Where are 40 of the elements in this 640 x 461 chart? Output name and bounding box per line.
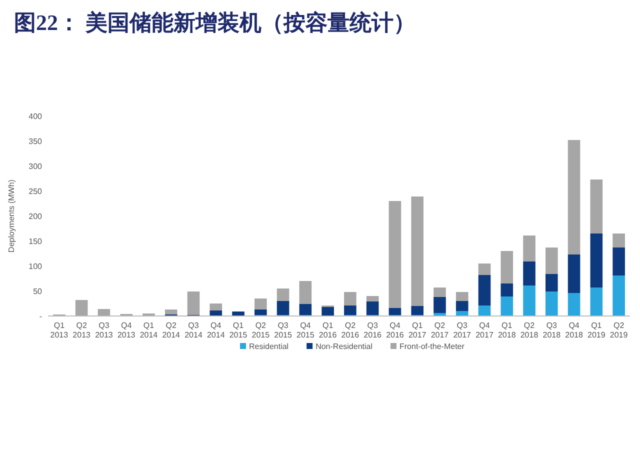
- x-tick-label: Q4 2016: [386, 321, 404, 340]
- x-tick-label: Q2 2018: [520, 321, 539, 340]
- y-tick-label: 350: [28, 137, 43, 146]
- x-tick-label: Q1 2017: [408, 321, 427, 340]
- x-tick-label: Q1 2015: [229, 321, 248, 340]
- x-tick-label: Q3 2015: [274, 321, 292, 340]
- x-tick-label: Q1 2018: [498, 321, 516, 340]
- x-tick-label: Q3 2018: [542, 321, 562, 340]
- x-tick-label: Q4 2018: [565, 321, 584, 340]
- y-tick-label: 250: [28, 187, 43, 196]
- y-tick-label: 200: [28, 212, 43, 221]
- y-axis-title: Deployments (MWh): [7, 179, 16, 252]
- x-tick-label: Q2 2016: [341, 321, 360, 340]
- legend-label: Non-Residential: [316, 342, 373, 351]
- x-tick-label: Q4 2015: [296, 321, 315, 340]
- y-tick-label: 100: [28, 262, 43, 271]
- x-tick-label: Q2 2013: [72, 321, 92, 340]
- y-tick-label: 400: [28, 112, 43, 121]
- x-tick-label: Q4 2013: [117, 321, 136, 340]
- x-tick-label: Q1 2016: [318, 321, 338, 340]
- chart-title: 图22： 美国储能新增装机（按容量统计）: [14, 10, 416, 35]
- x-tick-label: Q1 2014: [140, 321, 158, 340]
- x-tick-label: Q2 2015: [252, 321, 270, 340]
- x-tick-label: Q2 2017: [430, 321, 450, 340]
- x-tick-label: Q1 2019: [588, 321, 606, 340]
- y-tick-label: 300: [28, 162, 43, 171]
- x-tick-label: Q1 2013: [50, 321, 69, 340]
- x-tick-label: Q4 2014: [206, 321, 226, 340]
- y-tick-label: 50: [33, 287, 43, 296]
- x-tick-label: Q3 2014: [184, 321, 203, 340]
- x-tick-label: Q3 2017: [453, 321, 472, 340]
- x-tick-label: Q3 2013: [95, 321, 114, 340]
- x-tick-label: Q2 2019: [610, 321, 628, 340]
- y-tick-label: 150: [28, 237, 43, 246]
- x-tick-label: Q4 2017: [476, 321, 494, 340]
- legend-label: Front-of-the-Meter: [400, 342, 465, 351]
- x-tick-label: Q2 2014: [162, 321, 181, 340]
- x-tick-label: Q3 2016: [364, 321, 382, 340]
- legend-label: Residential: [249, 342, 289, 351]
- y-tick-label: -: [39, 312, 42, 321]
